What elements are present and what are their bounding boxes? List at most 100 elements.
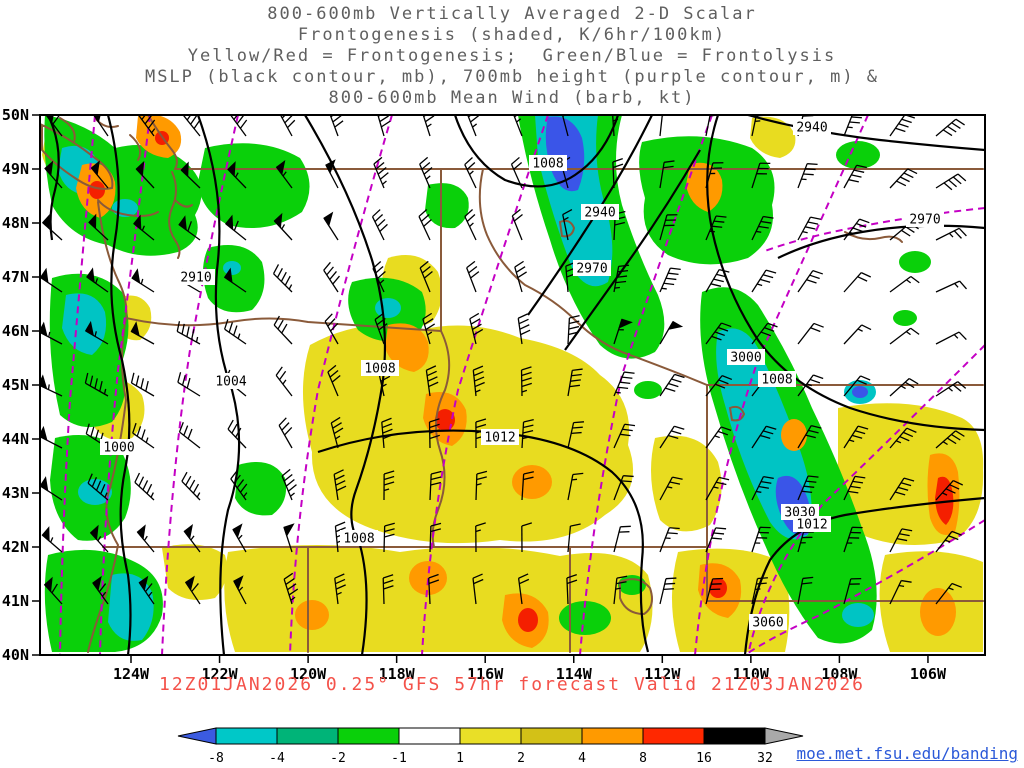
- wind-barbs: [40, 115, 968, 605]
- wind-barb: [751, 162, 771, 189]
- lon-tick-label: 110W: [733, 665, 770, 683]
- contour-label-box: [906, 211, 944, 227]
- colorbar-segment: [703, 727, 766, 745]
- wind-barb: [84, 320, 109, 345]
- wind-barb: [86, 267, 109, 293]
- wind-barb: [84, 372, 109, 397]
- wind-barb: [373, 156, 389, 189]
- contour-label: 1008: [532, 157, 563, 172]
- wind-barb: [889, 528, 913, 553]
- wind-barb: [705, 577, 724, 605]
- contour-label: 1008: [364, 362, 395, 377]
- lon-tick-label: 116W: [467, 665, 504, 683]
- lon-tick-label: 122W: [201, 665, 238, 683]
- wind-barb: [889, 477, 915, 501]
- wind-barb: [428, 573, 440, 605]
- contour-label: 3000: [730, 351, 761, 366]
- wind-barb: [428, 418, 440, 449]
- title-line-3: Yellow/Red = Frontogenesis; Green/Blue =…: [187, 46, 837, 66]
- wind-barb: [41, 526, 63, 553]
- wind-barb: [521, 522, 532, 553]
- wind-barb: [330, 416, 344, 449]
- wind-barb: [705, 322, 732, 345]
- lat-tick-label: 49N: [2, 160, 29, 178]
- flathead-lake: [558, 219, 576, 238]
- wind-barb: [92, 575, 109, 605]
- wind-barb: [183, 115, 201, 137]
- wa-or-border: [125, 317, 442, 332]
- lon-tick-label: 124W: [113, 665, 150, 683]
- wind-barb: [44, 160, 63, 189]
- wind-barb: [843, 164, 867, 189]
- wind-barb: [517, 573, 530, 605]
- lat-tick-label: 48N: [2, 214, 29, 232]
- wind-barb: [511, 208, 523, 241]
- wind-barb: [510, 156, 523, 189]
- wind-barb: [843, 425, 869, 449]
- wind-barb: [230, 115, 248, 137]
- wind-barb: [612, 157, 624, 189]
- contour-label: 1012: [484, 431, 515, 446]
- colorbar-segment: [276, 727, 339, 745]
- contour-label: 2940: [796, 121, 827, 136]
- wind-barb: [705, 162, 724, 189]
- wind-barb: [467, 115, 480, 137]
- wind-barb: [935, 479, 964, 501]
- wind-barb: [659, 476, 683, 501]
- wind-barb: [381, 417, 394, 449]
- contour-label-box: [793, 516, 831, 532]
- title-line-5: 800-600mb Mean Wind (barb, kt): [328, 88, 696, 108]
- wind-barb: [130, 372, 155, 397]
- wind-barb: [90, 160, 109, 189]
- wind-barb: [325, 159, 339, 189]
- wind-barb: [40, 476, 63, 501]
- wind-barb: [418, 209, 432, 241]
- site-link[interactable]: moe.met.fsu.edu/banding: [796, 744, 1018, 763]
- wind-barb: [419, 260, 433, 293]
- contour-label: 2970: [909, 213, 940, 228]
- id-mt-border: [478, 168, 708, 386]
- lon-tick-label: 114W: [556, 665, 593, 683]
- wind-barb: [131, 268, 155, 293]
- wind-barb: [279, 115, 296, 137]
- wind-barb: [273, 315, 293, 345]
- wind-barb: [935, 530, 962, 553]
- colorbar-segment: [520, 727, 583, 745]
- wind-barb: [613, 475, 634, 501]
- wind-barb: [659, 160, 675, 189]
- mslp-contours: [47, 115, 985, 655]
- wind-barb: [659, 115, 670, 137]
- wind-barb: [371, 209, 388, 241]
- wind-barb: [659, 267, 681, 293]
- lat-tick-label: 47N: [2, 268, 29, 286]
- colorbar-arrow-left: [177, 727, 217, 745]
- wind-barb: [797, 322, 824, 345]
- wind-barb: [329, 115, 344, 137]
- wind-barb: [613, 264, 630, 293]
- wind-barb: [659, 577, 677, 605]
- wind-barb: [562, 209, 573, 241]
- wind-barb: [225, 214, 247, 241]
- wind-barb: [87, 473, 109, 501]
- wind-barb: [466, 260, 480, 293]
- contour-labels: 1008294029702910294029701004100810083000…: [100, 119, 944, 631]
- colorbar-tick-label: 32: [757, 751, 773, 766]
- wind-barb: [613, 371, 635, 397]
- wind-barb: [333, 469, 347, 501]
- wind-barb: [751, 269, 777, 293]
- wind-barb: [613, 318, 633, 345]
- wind-barb: [334, 573, 346, 605]
- contour-label: 1008: [761, 373, 792, 388]
- wind-barb: [281, 468, 297, 501]
- wind-barb: [469, 312, 484, 345]
- wind-barb: [797, 216, 821, 241]
- contour-label-box: [727, 349, 765, 365]
- wind-barb: [705, 215, 727, 241]
- wind-barb: [889, 168, 918, 189]
- wind-barb: [232, 523, 247, 553]
- wind-barb: [567, 472, 584, 501]
- contour-label-box: [581, 204, 619, 220]
- wind-barb: [138, 575, 155, 605]
- wind-barb: [372, 261, 386, 293]
